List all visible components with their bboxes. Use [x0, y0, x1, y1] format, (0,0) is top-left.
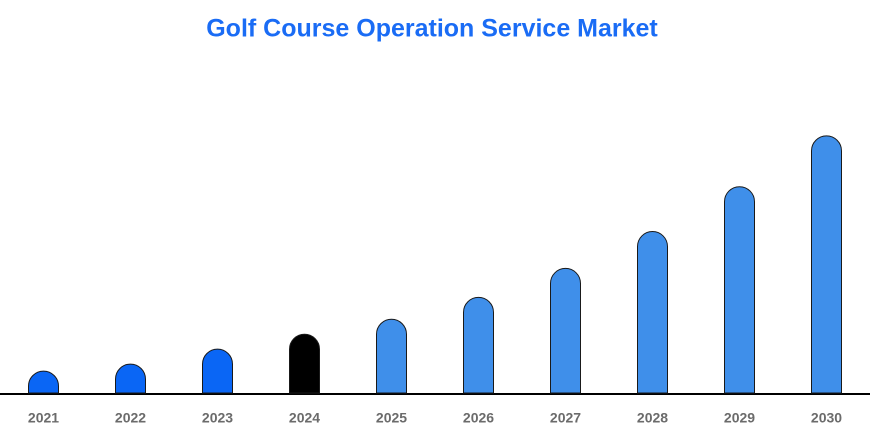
x-tick-label: 2030	[811, 410, 842, 426]
bar	[550, 267, 581, 394]
x-tick-label: 2029	[724, 410, 755, 426]
bar	[289, 333, 320, 394]
x-tick-label: 2026	[463, 410, 494, 426]
bar	[28, 370, 59, 394]
bar	[463, 296, 494, 394]
x-tick-label: 2024	[289, 410, 320, 426]
bar	[811, 135, 842, 394]
bar	[202, 348, 233, 394]
x-tick-label: 2027	[550, 410, 581, 426]
x-tick-label: 2023	[202, 410, 233, 426]
x-tick-label: 2028	[637, 410, 668, 426]
bar	[115, 363, 146, 394]
chart-title: Golf Course Operation Service Market	[206, 15, 658, 43]
bar	[724, 186, 755, 394]
x-tick-label: 2022	[115, 410, 146, 426]
bar	[376, 318, 407, 394]
bar	[637, 231, 668, 394]
x-tick-label: 2025	[376, 410, 407, 426]
x-tick-label: 2021	[28, 410, 59, 426]
